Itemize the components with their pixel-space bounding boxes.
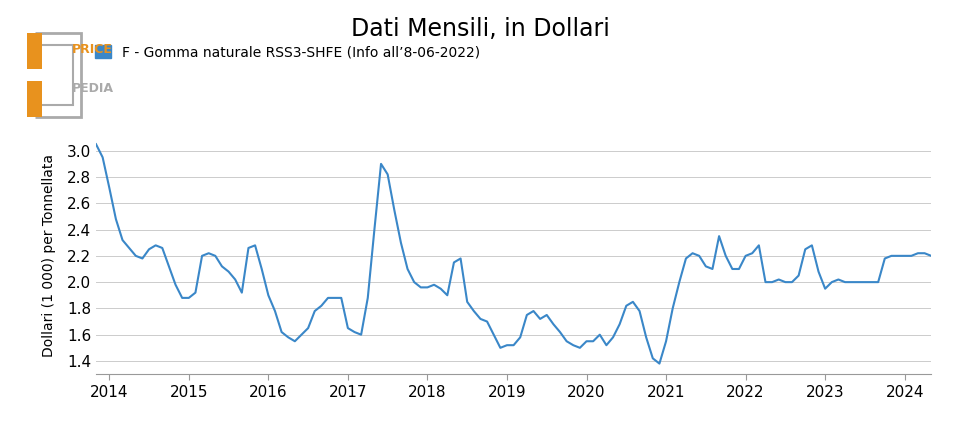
Text: PRICE: PRICE bbox=[72, 43, 113, 56]
Polygon shape bbox=[27, 33, 42, 69]
Text: PEDIA: PEDIA bbox=[72, 82, 114, 95]
Text: Dati Mensili, in Dollari: Dati Mensili, in Dollari bbox=[350, 17, 610, 41]
Polygon shape bbox=[27, 81, 42, 117]
Y-axis label: Dollari (1 000) per Tonnellata: Dollari (1 000) per Tonnellata bbox=[42, 154, 56, 357]
Legend: F - Gomma naturale RSS3-SHFE (Info all’8-06-2022): F - Gomma naturale RSS3-SHFE (Info all’8… bbox=[95, 45, 481, 59]
